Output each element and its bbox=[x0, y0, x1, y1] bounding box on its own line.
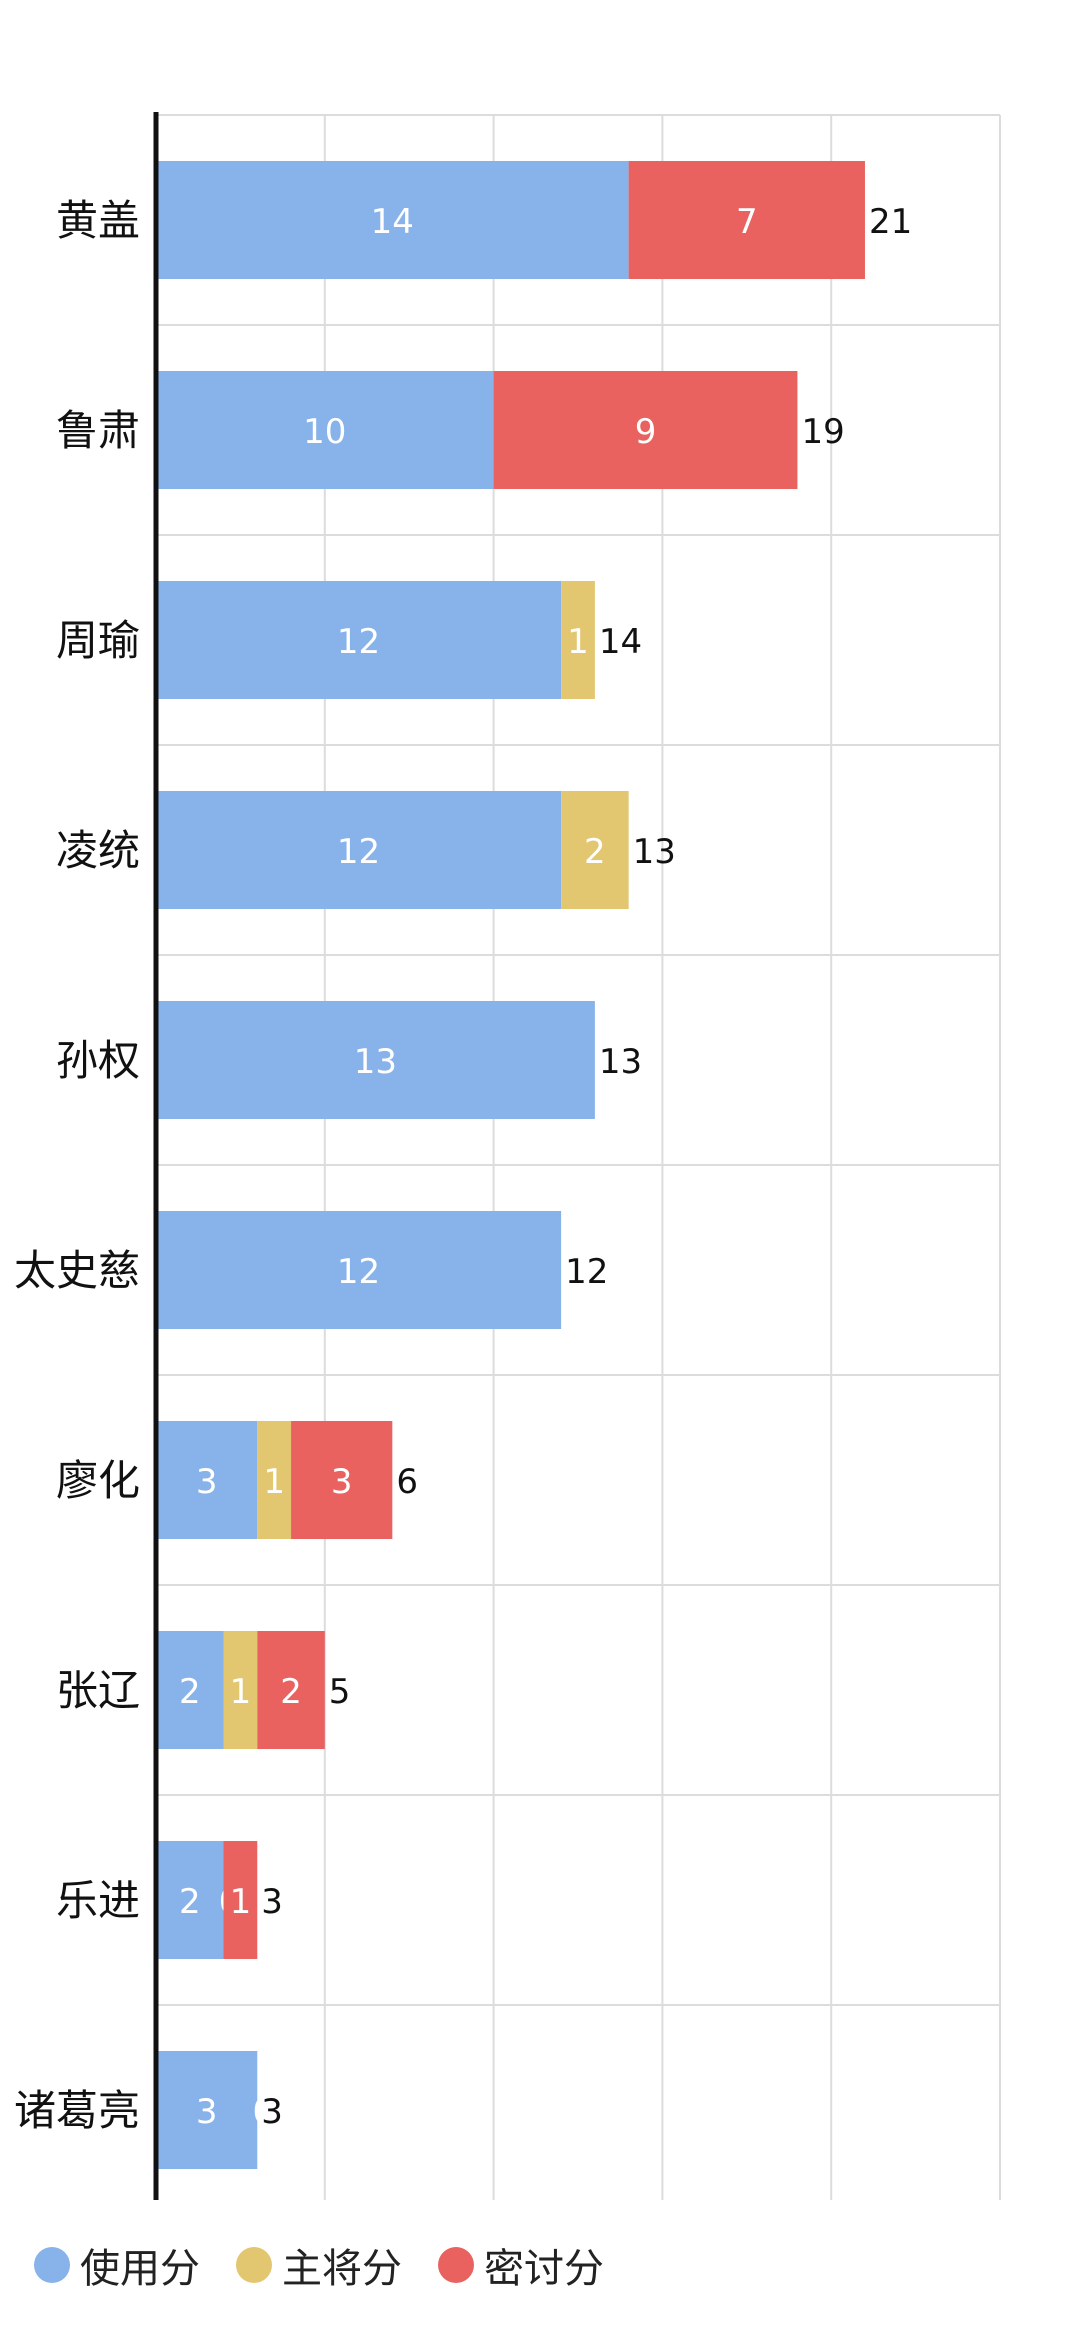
bar-value-label: 12 bbox=[337, 1252, 380, 1292]
legend-label-general: 主将分 bbox=[282, 2246, 402, 2292]
category-label: 周瑜 bbox=[56, 616, 140, 665]
bar-segment bbox=[257, 1421, 292, 1539]
legend-dot-secret bbox=[438, 2247, 474, 2283]
bar-segment bbox=[156, 581, 562, 699]
bar-value-label: 3 bbox=[331, 1462, 353, 1502]
bar-value-label: 3 bbox=[196, 2092, 218, 2132]
bar-value-label: 1 bbox=[567, 622, 589, 662]
category-label: 鲁肃 bbox=[56, 406, 140, 455]
bar-total-label: 6 bbox=[396, 1462, 418, 1502]
category-label: 诸葛亮 bbox=[14, 2086, 140, 2135]
bar-segment bbox=[156, 1211, 562, 1329]
bar-total-label: 5 bbox=[329, 1672, 351, 1712]
category-label: 孙权 bbox=[56, 1036, 140, 1085]
bar-segment bbox=[156, 1001, 595, 1119]
bar-total-label: 21 bbox=[869, 202, 912, 242]
category-label: 太史慈 bbox=[14, 1246, 140, 1295]
bar-value-label: 7 bbox=[736, 202, 758, 242]
bar-total-label: 3 bbox=[261, 2092, 283, 2132]
legend-label-usage: 使用分 bbox=[80, 2246, 200, 2292]
bar-segment bbox=[628, 161, 865, 279]
bar-value-label: 9 bbox=[635, 412, 657, 452]
category-label: 张辽 bbox=[56, 1666, 140, 1715]
bar-value-label: 12 bbox=[337, 622, 380, 662]
bar-segment bbox=[561, 791, 629, 909]
category-label: 黄盖 bbox=[56, 196, 140, 245]
legend-item-general[interactable]: 主将分 bbox=[236, 2236, 402, 2294]
bar-segment bbox=[223, 1631, 258, 1749]
bar-value-label: 3 bbox=[196, 1462, 218, 1502]
bar-total-label: 12 bbox=[565, 1252, 608, 1292]
bar-total-label: 19 bbox=[801, 412, 844, 452]
category-label: 凌统 bbox=[56, 826, 140, 875]
bar-value-label: 1 bbox=[263, 1462, 285, 1502]
bar-value-label: 1 bbox=[230, 1672, 252, 1712]
legend-label-secret: 密讨分 bbox=[484, 2246, 604, 2292]
bar-value-label: 2 bbox=[584, 832, 606, 872]
bar-value-label: 12 bbox=[337, 832, 380, 872]
legend: 使用分 主将分 密讨分 bbox=[34, 2236, 640, 2294]
bar-segment bbox=[156, 371, 494, 489]
category-label: 廖化 bbox=[56, 1456, 140, 1505]
bar-segment bbox=[493, 371, 798, 489]
legend-item-secret[interactable]: 密讨分 bbox=[438, 2236, 604, 2294]
bar-total-label: 14 bbox=[599, 622, 642, 662]
legend-dot-general bbox=[236, 2247, 272, 2283]
bar-segment bbox=[291, 1421, 393, 1539]
bar-segment bbox=[156, 2051, 258, 2169]
bar-value-label: 13 bbox=[354, 1042, 397, 1082]
bar-total-label: 13 bbox=[633, 832, 676, 872]
bar-segment bbox=[257, 1631, 325, 1749]
bar-segment bbox=[156, 1631, 224, 1749]
bar-segment bbox=[561, 581, 595, 699]
bar-segment bbox=[223, 1841, 258, 1959]
bar-segment bbox=[156, 1841, 224, 1959]
bar-value-label: 14 bbox=[371, 202, 414, 242]
bar-value-label: 2 bbox=[280, 1672, 302, 1712]
bar-total-label: 13 bbox=[599, 1042, 642, 1082]
bar-value-label: 2 bbox=[179, 1882, 201, 1922]
bar-value-label: 10 bbox=[303, 412, 346, 452]
bar-total-label: 3 bbox=[261, 1882, 283, 1922]
bar-value-label: 2 bbox=[179, 1672, 201, 1712]
bar-segment bbox=[156, 1421, 258, 1539]
legend-item-usage[interactable]: 使用分 bbox=[34, 2236, 200, 2294]
category-label: 乐进 bbox=[56, 1876, 140, 1925]
bar-value-label: 1 bbox=[230, 1882, 252, 1922]
bar-segment bbox=[156, 791, 562, 909]
bar-segment bbox=[156, 161, 629, 279]
bar-value-label: 0 bbox=[252, 2092, 274, 2132]
legend-dot-usage bbox=[34, 2247, 70, 2283]
